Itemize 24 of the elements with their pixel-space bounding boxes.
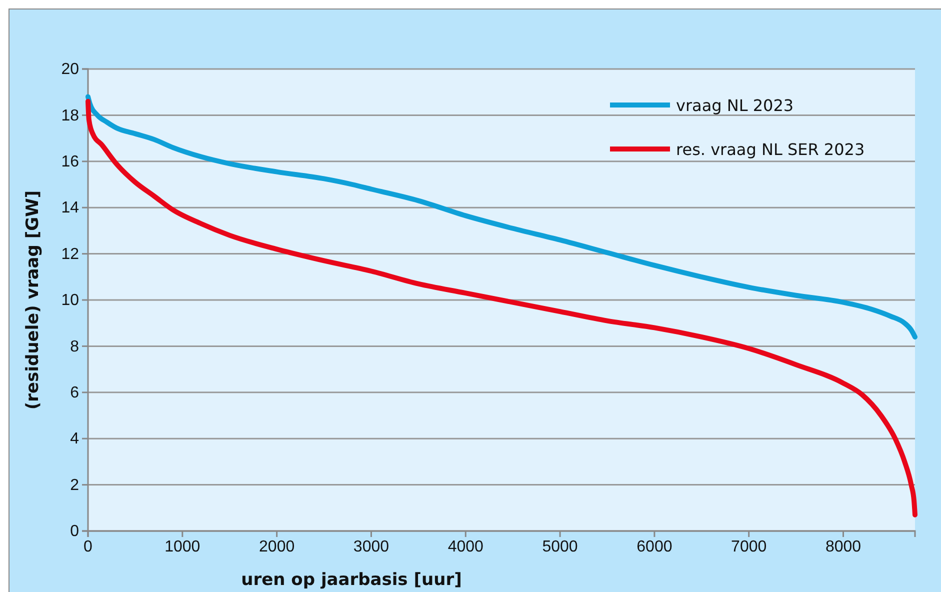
x-tick-label: 0 [84, 538, 93, 556]
x-tick-label: 5000 [542, 538, 578, 556]
y-axis-title: (residuele) vraag [GW] [23, 190, 43, 410]
x-tick-label: 3000 [353, 538, 390, 556]
y-tick-label: 14 [61, 200, 80, 217]
legend-label: vraag NL 2023 [676, 96, 794, 115]
x-axis-title: uren op jaarbasis [uur] [241, 570, 462, 590]
y-tick-label: 16 [61, 154, 80, 171]
x-tick-label: 2000 [259, 538, 295, 556]
x-tick-label: 1000 [164, 538, 200, 556]
y-tick-label: 0 [70, 523, 80, 540]
y-tick-label: 18 [61, 107, 80, 124]
x-tick-label: 4000 [448, 538, 484, 556]
y-tick-label: 20 [61, 61, 80, 78]
y-tick-label: 6 [70, 384, 80, 402]
x-tick-label: 6000 [636, 538, 672, 556]
y-tick-label: 10 [61, 292, 80, 310]
y-tick-label: 2 [70, 476, 80, 494]
x-tick-label: 7000 [731, 538, 767, 556]
x-tick-label: 8000 [825, 538, 862, 556]
y-tick-label: 12 [61, 246, 80, 263]
y-tick-label: 8 [70, 338, 80, 356]
y-tick-label: 4 [70, 430, 80, 448]
legend-label: res. vraag NL SER 2023 [676, 140, 865, 159]
